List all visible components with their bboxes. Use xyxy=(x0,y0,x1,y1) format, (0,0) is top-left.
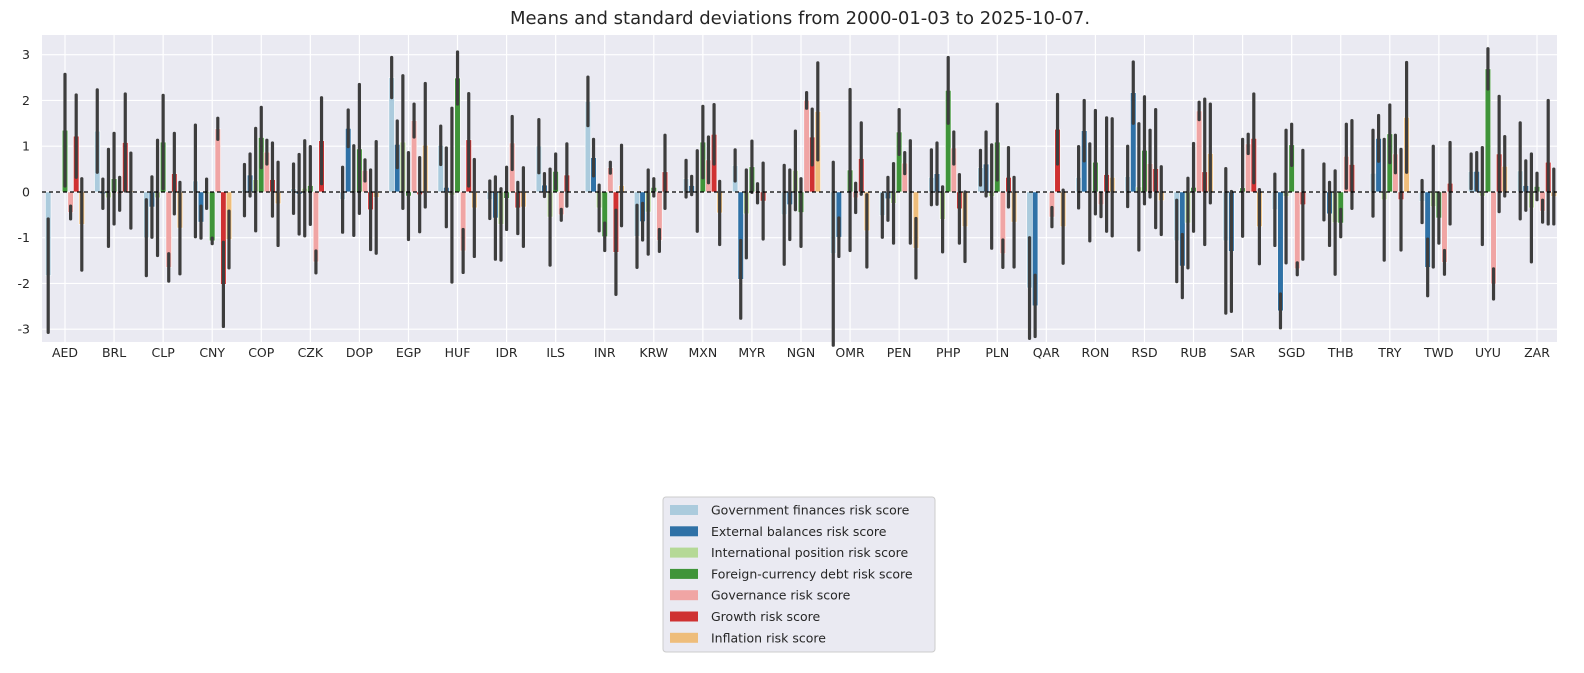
y-tick-label: 3 xyxy=(22,47,30,62)
legend: Government finances risk score External b… xyxy=(662,496,936,653)
y-tick-label: 0 xyxy=(22,184,30,199)
x-tick-label: DOP xyxy=(346,345,373,360)
y-tick-label: 2 xyxy=(22,93,30,108)
x-tick-label: AED xyxy=(52,345,78,360)
x-tick-label: TWD xyxy=(1423,345,1454,360)
legend-swatch xyxy=(670,547,698,558)
x-tick-label: SAR xyxy=(1230,345,1256,360)
y-tick-label: 1 xyxy=(22,139,30,154)
bar-ngn-series-4 xyxy=(803,100,810,193)
x-tick-label: THB xyxy=(1327,345,1354,360)
legend-swatch xyxy=(670,526,698,537)
x-tick-label: CNY xyxy=(199,345,225,360)
x-tick-label: HUF xyxy=(445,345,471,360)
x-tick-label: RON xyxy=(1081,345,1109,360)
legend-label: Growth risk score xyxy=(711,609,820,624)
x-axis: AED BRL CLP CNY COP CZK DOP EGP HUF IDR ILS INR KRW M… xyxy=(52,345,1550,360)
legend-swatch xyxy=(670,611,698,622)
x-tick-label: IDR xyxy=(496,345,518,360)
legend-swatch xyxy=(670,568,698,579)
legend-swatch xyxy=(670,632,698,643)
x-tick-label: OMR xyxy=(835,345,865,360)
y-axis: -3 -2 -1 0 1 2 3 xyxy=(18,47,31,337)
x-tick-label: CZK xyxy=(298,345,324,360)
legend-label: Governance risk score xyxy=(711,588,851,603)
x-tick-label: KRW xyxy=(639,345,668,360)
x-tick-label: MYR xyxy=(738,345,765,360)
x-tick-label: INR xyxy=(594,345,616,360)
x-tick-label: MXN xyxy=(689,345,718,360)
error-bars xyxy=(46,47,1556,347)
x-tick-label: UYU xyxy=(1475,345,1501,360)
x-tick-label: NGN xyxy=(787,345,815,360)
legend-label: Inflation risk score xyxy=(711,630,826,645)
legend-frame xyxy=(662,496,936,653)
legend-swatch xyxy=(670,590,698,601)
x-tick-label: RUB xyxy=(1180,345,1206,360)
chart-title: Means and standard deviations from 2000-… xyxy=(510,8,1090,29)
y-tick-label: -2 xyxy=(18,276,30,291)
x-tick-label: ILS xyxy=(546,345,565,360)
legend-label: External balances risk score xyxy=(711,524,887,539)
x-tick-label: PHP xyxy=(936,345,961,360)
x-tick-label: CLP xyxy=(152,345,176,360)
x-tick-label: PLN xyxy=(985,345,1009,360)
bar-rub-series-4 xyxy=(1196,110,1203,193)
x-tick-label: ZAR xyxy=(1524,345,1550,360)
x-tick-label: COP xyxy=(248,345,275,360)
legend-label: International position risk score xyxy=(711,545,908,560)
bar-cny-series-3 xyxy=(209,191,216,242)
x-tick-label: BRL xyxy=(102,345,126,360)
y-tick-label: -1 xyxy=(18,230,30,245)
x-tick-label: RSD xyxy=(1131,345,1157,360)
legend-label: Foreign-currency debt risk score xyxy=(711,566,913,581)
x-tick-label: QAR xyxy=(1033,345,1060,360)
bar-sgd-series-4 xyxy=(1294,191,1301,270)
y-tick-label: -3 xyxy=(18,322,30,337)
x-tick-label: SGD xyxy=(1278,345,1305,360)
x-tick-label: EGP xyxy=(396,345,422,360)
legend-label: Government finances risk score xyxy=(711,503,910,518)
x-tick-label: PEN xyxy=(887,345,912,360)
x-tick-label: TRY xyxy=(1377,345,1402,360)
legend-swatch xyxy=(670,505,698,515)
